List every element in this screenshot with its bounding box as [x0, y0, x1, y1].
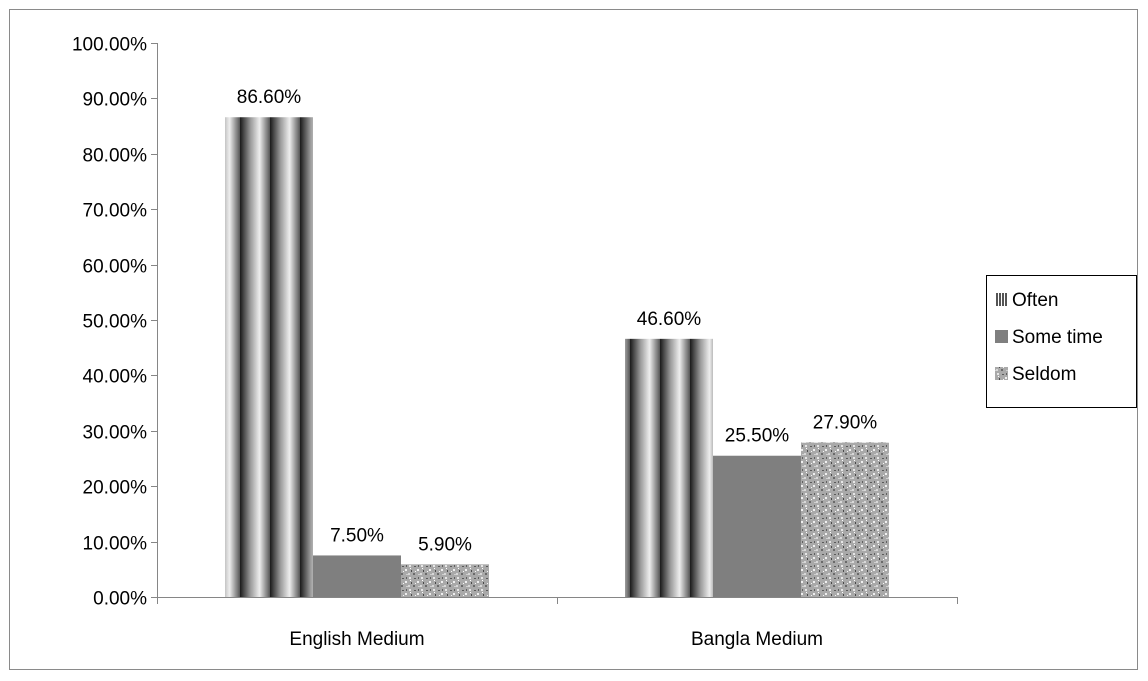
- x-category-label: Bangla Medium: [691, 629, 823, 650]
- chart-frame: [9, 9, 1138, 670]
- data-label: 7.50%: [330, 525, 384, 546]
- bar: [713, 455, 801, 597]
- y-tick-label: 10.00%: [83, 534, 148, 555]
- y-tick-label: 100.00%: [72, 35, 147, 56]
- bar: [625, 338, 713, 597]
- y-tick-label: 30.00%: [83, 423, 148, 444]
- legend-label: Some time: [1012, 327, 1103, 348]
- data-label: 27.90%: [813, 412, 878, 433]
- bar: [801, 442, 889, 597]
- bar: [401, 564, 489, 597]
- y-tick-label: 20.00%: [83, 478, 148, 499]
- data-label: 46.60%: [637, 309, 702, 330]
- y-tick-label: 80.00%: [83, 146, 148, 167]
- y-tick-label: 40.00%: [83, 367, 148, 388]
- bar: [225, 117, 313, 598]
- plot-area: 0.00% 10.00% 20.00% 30.00% 40.00% 50.00% 60.00…: [72, 35, 958, 650]
- data-label: 86.60%: [237, 87, 302, 108]
- y-tick-label: 0.00%: [93, 589, 147, 610]
- legend-swatch: [995, 330, 1008, 343]
- legend-box: [986, 275, 1137, 408]
- legend-label: Often: [1012, 290, 1058, 311]
- data-label: 5.90%: [418, 534, 472, 555]
- y-tick-label: 60.00%: [83, 257, 148, 278]
- legend: Often Some time Seldom: [986, 275, 1137, 408]
- data-label: 25.50%: [725, 426, 790, 447]
- legend-swatch: [995, 367, 1008, 380]
- bar: [313, 555, 401, 597]
- legend-label: Seldom: [1012, 364, 1076, 385]
- x-category-label: English Medium: [289, 629, 424, 650]
- y-tick-label: 50.00%: [83, 312, 148, 333]
- y-tick-label: 70.00%: [83, 201, 148, 222]
- y-tick-label: 90.00%: [83, 90, 148, 111]
- legend-swatch: [995, 293, 1008, 306]
